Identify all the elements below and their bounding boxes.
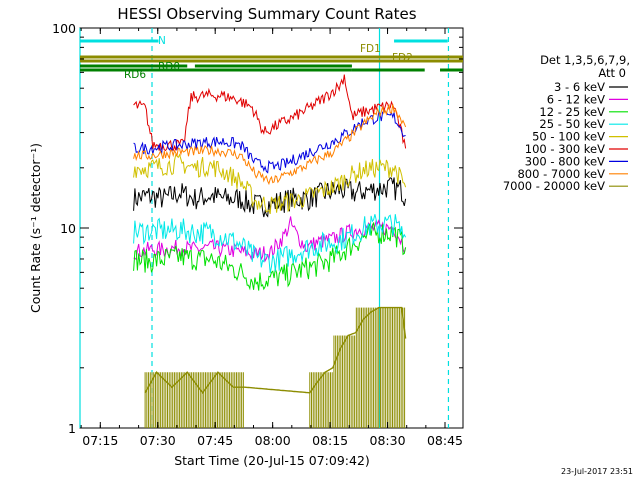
legend-entry-label: 12 - 25 keV — [539, 105, 605, 119]
x-tick-label: 07:45 — [197, 433, 233, 448]
segment-label: FD1 — [360, 43, 381, 55]
date-stamp: 23-Jul-2017 23:51 — [561, 467, 633, 476]
x-tick-label: 07:30 — [140, 433, 176, 448]
x-tick-label: 08:00 — [255, 433, 291, 448]
plot-frame — [79, 27, 464, 429]
series-line — [133, 216, 407, 263]
segment-label: RD6 — [124, 69, 146, 81]
plot-area — [79, 27, 464, 429]
series-line — [133, 222, 407, 291]
y-tick-label: 10 — [60, 221, 76, 236]
chart-title: HESSI Observing Summary Count Rates — [117, 5, 416, 23]
y-axis-ticks: 1 10 100 — [52, 21, 463, 436]
legend-entry-label: 50 - 100 keV — [532, 130, 605, 144]
legend-entry-label: 6 - 12 keV — [547, 92, 605, 106]
series-line — [133, 214, 407, 274]
x-axis-ticks: 07:15 07:30 07:45 08:00 08:15 08:30 08:45 — [80, 28, 463, 448]
x-tick-label: 08:30 — [370, 433, 406, 448]
x-tick-label: 07:15 — [82, 433, 118, 448]
legend-header-line1: Det 1,3,5,6,7,9, — [540, 53, 630, 67]
segment-label: FD2 — [392, 52, 413, 64]
y-axis-label: Count Rate (s⁻¹ detector⁻¹) — [28, 143, 43, 313]
series-line — [133, 74, 407, 152]
x-tick-label: 08:45 — [427, 433, 463, 448]
legend-entry-label: 100 - 300 keV — [525, 142, 605, 156]
legend-header-line2: Att 0 — [598, 66, 626, 80]
series-lines — [133, 74, 407, 428]
y-tick-label: 100 — [52, 21, 76, 36]
series-line — [133, 103, 407, 186]
series-line — [133, 177, 407, 218]
x-axis-label: Start Time (20-Jul-15 07:09:42) — [174, 453, 370, 468]
legend-entry-label: 25 - 50 keV — [539, 117, 605, 131]
y-tick-label: 1 — [68, 421, 76, 436]
legend-entry-label: 300 - 800 keV — [525, 154, 605, 168]
series-line — [133, 153, 407, 215]
legend-entry-label: 3 - 6 keV — [554, 80, 605, 94]
legend-entry-label: 800 - 7000 keV — [517, 167, 605, 181]
x-tick-label: 08:15 — [312, 433, 348, 448]
segment-label: N — [158, 35, 166, 47]
legend-entry-label: 7000 - 20000 keV — [503, 179, 605, 193]
